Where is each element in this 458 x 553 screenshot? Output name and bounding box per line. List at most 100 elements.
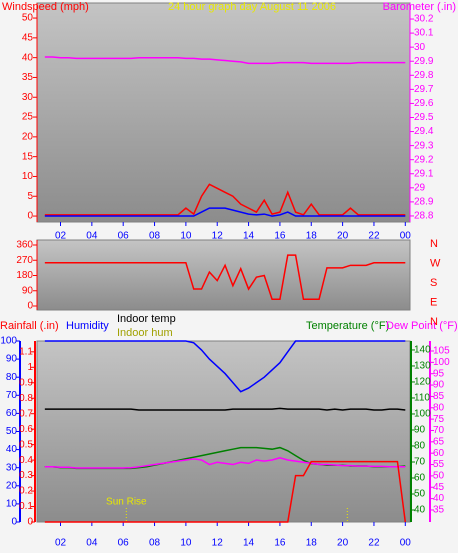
y-tick-label: 55 — [433, 459, 445, 470]
direction-label: E — [430, 296, 437, 308]
x-tick-label: 06 — [118, 231, 130, 242]
y-tick-label: 0.8 — [19, 393, 33, 404]
y-tick-label: 95 — [433, 368, 445, 379]
x-tick-label: 14 — [243, 231, 255, 242]
y-tick-label: 60 — [6, 408, 18, 419]
y-tick-label: 10 — [6, 499, 18, 510]
y-tick-label: 180 — [16, 270, 33, 281]
direction-label: S — [430, 277, 437, 289]
x-tick-label: 10 — [180, 538, 192, 549]
y-tick-label: 30.2 — [414, 14, 434, 25]
y-tick-label: 0.6 — [19, 424, 33, 435]
y-tick-label: 30 — [22, 92, 34, 103]
indoor-temp-label: Indoor temp — [117, 313, 176, 325]
x-tick-label: 16 — [274, 538, 286, 549]
y-tick-label: 0 — [27, 211, 33, 222]
y-tick-label: 65 — [433, 436, 445, 447]
x-tick-label: 02 — [55, 231, 67, 242]
series-line — [44, 407, 406, 411]
y-tick-label: 20 — [22, 131, 34, 142]
x-tick-label: 08 — [149, 231, 161, 242]
y2-axis-title: Barometer (.in) — [383, 1, 456, 13]
temperature-axis-title: Temperature (°F) — [306, 320, 389, 332]
series-line — [44, 56, 406, 65]
x-tick-label: 20 — [337, 231, 349, 242]
direction-label: N — [430, 316, 438, 328]
y-tick-label: 90 — [22, 285, 34, 296]
x-tick-label: 00 — [400, 538, 412, 549]
x-tick-label: 12 — [212, 231, 224, 242]
y-tick-label: 15 — [22, 151, 34, 162]
y-tick-label: 35 — [22, 72, 34, 83]
y-tick-label: 360 — [16, 240, 33, 251]
y-tick-label: 60 — [414, 473, 426, 484]
y-tick-label: 45 — [22, 32, 34, 43]
y-tick-label: 10 — [22, 171, 34, 182]
y-tick-label: 45 — [433, 482, 445, 493]
x-tick-label: 10 — [180, 231, 192, 242]
y-tick-label: 30.1 — [414, 28, 434, 39]
x-tick-label: 06 — [118, 538, 130, 549]
direction-label: N — [430, 238, 438, 250]
y-tick-label: 29.5 — [414, 112, 434, 123]
x-tick-label: 18 — [306, 538, 318, 549]
plot-area-temperature — [36, 340, 411, 523]
direction-label: W — [430, 257, 441, 269]
y-tick-label: 130 — [414, 361, 431, 372]
x-tick-label: 02 — [55, 538, 67, 549]
y-tick-label: 100 — [0, 336, 17, 347]
x-tick-label: 18 — [306, 231, 318, 242]
y-tick-label: 0.1 — [19, 501, 33, 512]
x-tick-label: 04 — [86, 538, 98, 549]
y-tick-label: 30 — [414, 42, 426, 53]
y-tick-label: 29.7 — [414, 84, 434, 95]
y-tick-label: 40 — [22, 52, 34, 63]
y-tick-label: 80 — [414, 441, 426, 452]
y-tick-label: 120 — [414, 377, 431, 388]
y-tick-label: 0 — [27, 301, 33, 312]
y-tick-label: 140 — [414, 345, 431, 356]
x-tick-label: 04 — [86, 231, 98, 242]
y-tick-label: 0.3 — [19, 470, 33, 481]
x-tick-label: 22 — [368, 538, 380, 549]
y-tick-label: 90 — [433, 380, 445, 391]
x-tick-label: 16 — [274, 231, 286, 242]
y-tick-label: 90 — [414, 425, 426, 436]
y-tick-label: 60 — [433, 448, 445, 459]
y-tick-label: 70 — [6, 390, 18, 401]
y-tick-label: 29 — [414, 182, 426, 193]
annotation-label: Sun Rise — [106, 497, 147, 508]
y-tick-label: 50 — [6, 426, 18, 437]
y-tick-label: 105 — [433, 346, 450, 357]
y-tick-label: 29.2 — [414, 154, 434, 165]
x-tick-label: 12 — [212, 538, 224, 549]
y-tick-label: 0.4 — [19, 455, 33, 466]
y-tick-label: 70 — [414, 457, 426, 468]
y-tick-label: 5 — [27, 191, 33, 202]
series-line — [44, 183, 406, 216]
dewpoint-axis-title: Dew Point (°F) — [386, 320, 458, 332]
y-tick-label: 40 — [433, 493, 445, 504]
y-tick-label: 90 — [6, 354, 18, 365]
x-tick-label: 20 — [337, 538, 349, 549]
y-tick-label: 80 — [6, 372, 18, 383]
x-tick-label: 08 — [149, 538, 161, 549]
y-tick-label: 29.1 — [414, 168, 434, 179]
y-tick-label: 0.7 — [19, 408, 33, 419]
plot-area-direction — [36, 239, 411, 311]
chart-title: 24 hour graph day August 11 2006 — [168, 1, 336, 13]
plot-area-wind — [36, 2, 411, 223]
y-tick-label: 20 — [6, 480, 18, 491]
x-tick-label: 14 — [243, 538, 255, 549]
y-tick-label: 110 — [414, 393, 430, 404]
series-line — [44, 254, 406, 300]
series-line — [44, 207, 406, 217]
y-tick-label: 50 — [22, 13, 34, 24]
y-tick-label: 0 — [11, 517, 17, 528]
y-tick-label: 50 — [433, 471, 445, 482]
humidity-axis-title: Humidity — [66, 320, 109, 332]
y-axis-title: Windspeed (mph) — [2, 1, 89, 13]
y-tick-label: 270 — [16, 255, 33, 266]
y-tick-label: 100 — [414, 409, 431, 420]
y-tick-label: 85 — [433, 391, 445, 402]
